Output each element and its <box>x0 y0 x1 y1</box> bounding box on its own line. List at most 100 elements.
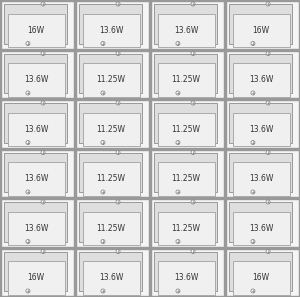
Bar <box>82 261 140 295</box>
Bar <box>154 252 217 291</box>
Bar <box>8 113 64 146</box>
Text: 11.25W: 11.25W <box>172 174 200 183</box>
Bar <box>229 252 292 291</box>
Circle shape <box>41 101 45 105</box>
Bar <box>151 50 224 98</box>
Bar <box>158 211 214 245</box>
Bar <box>79 53 142 93</box>
Circle shape <box>266 200 270 204</box>
Circle shape <box>191 2 195 6</box>
Circle shape <box>116 151 120 154</box>
Circle shape <box>176 91 180 95</box>
Circle shape <box>191 101 195 105</box>
Bar <box>82 162 140 195</box>
Text: 16W: 16W <box>252 273 270 282</box>
Circle shape <box>176 190 180 194</box>
Circle shape <box>41 51 45 56</box>
Circle shape <box>191 151 195 154</box>
Text: 13.6W: 13.6W <box>249 75 273 84</box>
Text: 13.6W: 13.6W <box>24 224 48 233</box>
Circle shape <box>41 2 45 6</box>
Bar <box>82 211 140 245</box>
Bar <box>158 162 214 195</box>
Bar <box>1 100 74 148</box>
Circle shape <box>26 140 30 145</box>
Bar <box>232 63 290 97</box>
Bar <box>4 152 67 192</box>
Circle shape <box>26 190 30 194</box>
Text: 13.6W: 13.6W <box>249 224 273 233</box>
Bar <box>8 162 64 195</box>
Bar <box>76 199 149 247</box>
Text: 13.6W: 13.6W <box>174 273 198 282</box>
Bar <box>151 1 224 48</box>
Bar <box>158 13 214 47</box>
Bar <box>229 4 292 43</box>
Bar <box>154 202 217 241</box>
Text: 16W: 16W <box>27 26 45 35</box>
Circle shape <box>251 289 255 293</box>
Bar <box>1 149 74 197</box>
Bar <box>8 63 64 97</box>
Text: 11.25W: 11.25W <box>172 125 200 134</box>
Bar <box>4 202 67 241</box>
Bar <box>76 149 149 197</box>
Bar <box>79 152 142 192</box>
Circle shape <box>101 140 105 145</box>
Bar <box>8 13 64 47</box>
Circle shape <box>176 140 180 145</box>
Circle shape <box>116 200 120 204</box>
Bar <box>82 13 140 47</box>
Bar <box>4 4 67 43</box>
Bar <box>226 50 299 98</box>
Bar <box>154 152 217 192</box>
Text: 16W: 16W <box>27 273 45 282</box>
Bar <box>154 53 217 93</box>
Circle shape <box>176 42 180 45</box>
Circle shape <box>101 91 105 95</box>
Bar <box>8 261 64 295</box>
Bar <box>76 249 149 296</box>
Circle shape <box>101 190 105 194</box>
Circle shape <box>26 42 30 45</box>
Circle shape <box>251 239 255 244</box>
Bar <box>1 199 74 247</box>
Bar <box>1 1 74 48</box>
Bar <box>8 211 64 245</box>
Text: 11.25W: 11.25W <box>97 174 125 183</box>
Bar <box>1 249 74 296</box>
Bar <box>76 100 149 148</box>
Circle shape <box>266 51 270 56</box>
Circle shape <box>176 239 180 244</box>
Circle shape <box>26 91 30 95</box>
Bar <box>79 252 142 291</box>
Bar <box>79 4 142 43</box>
Bar <box>229 53 292 93</box>
Bar <box>229 103 292 143</box>
Circle shape <box>266 2 270 6</box>
Circle shape <box>191 51 195 56</box>
Circle shape <box>26 239 30 244</box>
Text: 11.25W: 11.25W <box>172 75 200 84</box>
Circle shape <box>116 101 120 105</box>
Bar <box>4 53 67 93</box>
Circle shape <box>41 200 45 204</box>
Bar <box>154 103 217 143</box>
Bar <box>232 261 290 295</box>
Bar <box>226 249 299 296</box>
Circle shape <box>191 200 195 204</box>
Text: 13.6W: 13.6W <box>249 125 273 134</box>
Circle shape <box>101 239 105 244</box>
Text: 11.25W: 11.25W <box>172 224 200 233</box>
Bar <box>79 202 142 241</box>
Bar <box>82 113 140 146</box>
Bar <box>158 113 214 146</box>
Bar <box>226 100 299 148</box>
Circle shape <box>116 51 120 56</box>
Bar <box>158 261 214 295</box>
Bar <box>4 252 67 291</box>
Circle shape <box>101 42 105 45</box>
Text: 13.6W: 13.6W <box>24 174 48 183</box>
Text: 13.6W: 13.6W <box>99 26 123 35</box>
Bar <box>151 100 224 148</box>
